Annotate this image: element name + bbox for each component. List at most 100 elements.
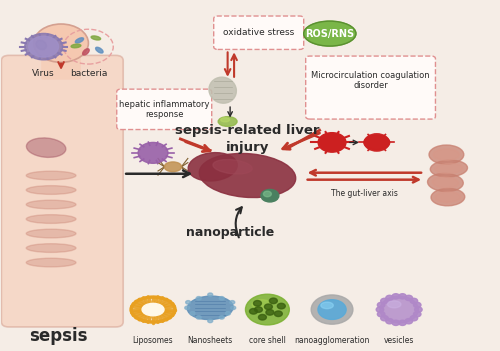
Text: nanoagglomeration: nanoagglomeration [294, 336, 370, 345]
Ellipse shape [188, 296, 233, 319]
Ellipse shape [26, 138, 66, 157]
FancyBboxPatch shape [116, 89, 212, 130]
Circle shape [414, 307, 422, 312]
FancyBboxPatch shape [2, 55, 123, 327]
Ellipse shape [220, 118, 230, 122]
Text: nanoparticle: nanoparticle [186, 226, 274, 239]
Circle shape [250, 309, 258, 314]
Circle shape [264, 304, 272, 310]
Ellipse shape [435, 192, 460, 202]
Circle shape [378, 312, 385, 317]
Text: Microcirculation coagulation
disorder: Microcirculation coagulation disorder [312, 71, 430, 90]
Circle shape [376, 307, 384, 312]
Text: Liposomes: Liposomes [132, 336, 173, 345]
Text: hepatic inflammatory
response: hepatic inflammatory response [119, 100, 210, 119]
Ellipse shape [252, 300, 271, 309]
Text: Virus: Virus [32, 69, 55, 78]
Circle shape [270, 298, 278, 304]
Circle shape [278, 303, 285, 309]
Ellipse shape [428, 173, 464, 192]
Ellipse shape [96, 47, 103, 53]
Circle shape [410, 298, 418, 304]
Text: oxidative stress: oxidative stress [223, 28, 294, 37]
Circle shape [380, 316, 388, 321]
Text: sepsis: sepsis [30, 327, 88, 345]
Text: ROS/RNS: ROS/RNS [305, 28, 354, 39]
Circle shape [264, 191, 272, 197]
Circle shape [380, 296, 418, 323]
Ellipse shape [26, 258, 76, 267]
Ellipse shape [142, 303, 164, 316]
Text: vesicles: vesicles [384, 336, 414, 345]
Circle shape [414, 302, 421, 307]
Circle shape [230, 300, 235, 304]
Ellipse shape [91, 36, 101, 40]
Circle shape [258, 314, 266, 320]
Circle shape [254, 307, 262, 312]
Ellipse shape [388, 301, 401, 308]
Ellipse shape [435, 164, 463, 174]
Circle shape [138, 143, 168, 163]
Ellipse shape [430, 160, 468, 177]
Circle shape [398, 294, 406, 299]
Ellipse shape [200, 153, 296, 198]
Text: sepsis-related liver
injury: sepsis-related liver injury [176, 124, 320, 154]
Ellipse shape [26, 171, 76, 180]
Circle shape [398, 320, 406, 325]
FancyBboxPatch shape [306, 56, 436, 119]
Ellipse shape [209, 77, 236, 103]
Circle shape [386, 319, 394, 324]
Circle shape [190, 312, 195, 315]
Circle shape [392, 294, 400, 299]
Ellipse shape [364, 135, 390, 150]
Ellipse shape [26, 244, 76, 252]
Text: Nanosheets: Nanosheets [188, 336, 233, 345]
Ellipse shape [431, 188, 465, 206]
Circle shape [208, 293, 212, 297]
Ellipse shape [218, 117, 237, 126]
Circle shape [28, 36, 58, 57]
Ellipse shape [82, 49, 89, 55]
Ellipse shape [429, 145, 464, 164]
Circle shape [208, 319, 212, 323]
Ellipse shape [304, 21, 356, 46]
Ellipse shape [188, 153, 238, 181]
Circle shape [219, 297, 224, 300]
Circle shape [414, 312, 421, 317]
Circle shape [186, 300, 190, 304]
Circle shape [219, 316, 224, 319]
Ellipse shape [321, 302, 334, 309]
Ellipse shape [432, 177, 459, 188]
Circle shape [196, 316, 201, 319]
Ellipse shape [36, 40, 46, 49]
Circle shape [25, 33, 62, 60]
FancyBboxPatch shape [214, 16, 304, 49]
Circle shape [34, 24, 88, 62]
Ellipse shape [26, 200, 76, 209]
Circle shape [261, 190, 279, 202]
Text: core shell: core shell [249, 336, 286, 345]
Circle shape [196, 297, 201, 300]
Circle shape [405, 295, 412, 300]
Circle shape [386, 295, 394, 300]
Ellipse shape [76, 38, 84, 43]
Circle shape [392, 320, 400, 325]
Ellipse shape [26, 229, 76, 238]
Circle shape [266, 310, 274, 315]
Circle shape [380, 298, 388, 304]
Ellipse shape [311, 295, 353, 324]
Circle shape [185, 306, 190, 310]
Circle shape [274, 311, 282, 317]
Ellipse shape [318, 300, 346, 319]
Ellipse shape [246, 294, 290, 325]
Ellipse shape [164, 162, 182, 172]
Circle shape [364, 134, 389, 151]
Circle shape [254, 300, 262, 306]
Circle shape [405, 319, 412, 324]
Text: The gut-liver axis: The gut-liver axis [331, 189, 398, 198]
Ellipse shape [71, 44, 81, 48]
Circle shape [318, 133, 346, 152]
FancyBboxPatch shape [41, 55, 81, 80]
Ellipse shape [434, 149, 460, 160]
Circle shape [378, 302, 385, 307]
